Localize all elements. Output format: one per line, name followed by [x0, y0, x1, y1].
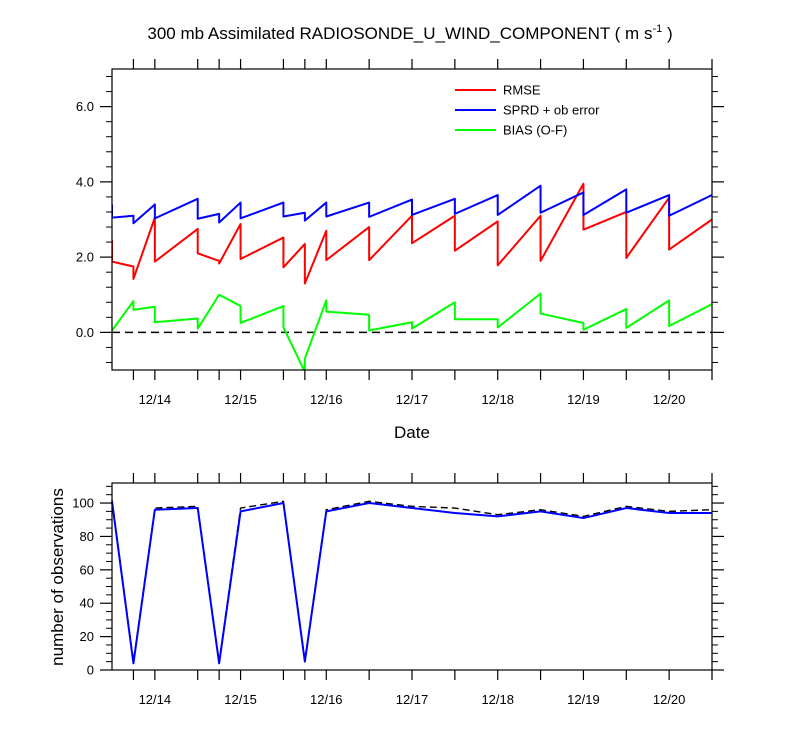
top-axes-group: 12/14 12/15 12/16 12/17 12/18 12/19 12/20 0.0 2.…: [76, 59, 724, 407]
chart-title: 300 mb Assimilated RADIOSONDE_U_WIND_COM…: [147, 23, 672, 43]
bottom-y-tick-label: 0: [87, 663, 94, 678]
top-y-tick-label: 0.0: [76, 325, 94, 340]
top-x-tick-label: 12/17: [396, 392, 429, 407]
legend: RMSE SPRD + ob error BIAS (O-F): [455, 83, 600, 138]
chart-title-superscript: -1: [652, 23, 662, 35]
legend-label: SPRD + ob error: [503, 103, 600, 118]
chart-title-end: ): [662, 24, 672, 43]
top-series-group: [112, 182, 712, 370]
obs-possible-line: [111, 499, 713, 663]
top-x-tick-label: 12/20: [653, 392, 686, 407]
top-x-tick-label: 12/15: [224, 392, 257, 407]
bottom-plot-frame: [111, 482, 713, 671]
bottom-x-tick-label: 12/20: [653, 692, 686, 707]
top-x-tick-label: 12/14: [139, 392, 172, 407]
bottom-y-tick-label: 60: [80, 562, 94, 577]
obs-used-line: [111, 501, 712, 665]
top-y-tick-label: 6.0: [76, 99, 94, 114]
chart-title-main: 300 mb Assimilated RADIOSONDE_U_WIND_COM…: [147, 24, 652, 43]
bottom-y-tick-label: 100: [72, 496, 94, 511]
bottom-y-tick-label: 40: [80, 596, 94, 611]
y-axis-label: number of observations: [48, 488, 67, 666]
legend-label: RMSE: [503, 83, 541, 98]
top-y-tick-label: 4.0: [76, 174, 94, 189]
bottom-axes-group: 12/14 12/15 12/16 12/17 12/18 12/19 12/20 0 20 40…: [72, 473, 724, 707]
top-x-tick-label: 12/19: [567, 392, 600, 407]
bottom-y-tick-label: 80: [80, 529, 94, 544]
bottom-x-tick-label: 12/14: [139, 692, 172, 707]
bias-o-f-line: [112, 292, 712, 370]
top-y-tick-label: 2.0: [76, 250, 94, 265]
bottom-x-tick-label: 12/17: [396, 692, 429, 707]
bottom-x-tick-label: 12/18: [481, 692, 514, 707]
bottom-y-tick-label: 20: [80, 629, 94, 644]
top-x-tick-label: 12/18: [481, 392, 514, 407]
x-axis-label: Date: [394, 423, 430, 442]
bottom-series-group: [111, 499, 713, 665]
bottom-x-tick-label: 12/16: [310, 692, 343, 707]
top-x-tick-label: 12/16: [310, 392, 343, 407]
bottom-x-tick-label: 12/19: [567, 692, 600, 707]
sprd-ob-error-line: [112, 184, 712, 225]
bottom-x-tick-label: 12/15: [224, 692, 257, 707]
legend-label: BIAS (O-F): [503, 123, 567, 138]
